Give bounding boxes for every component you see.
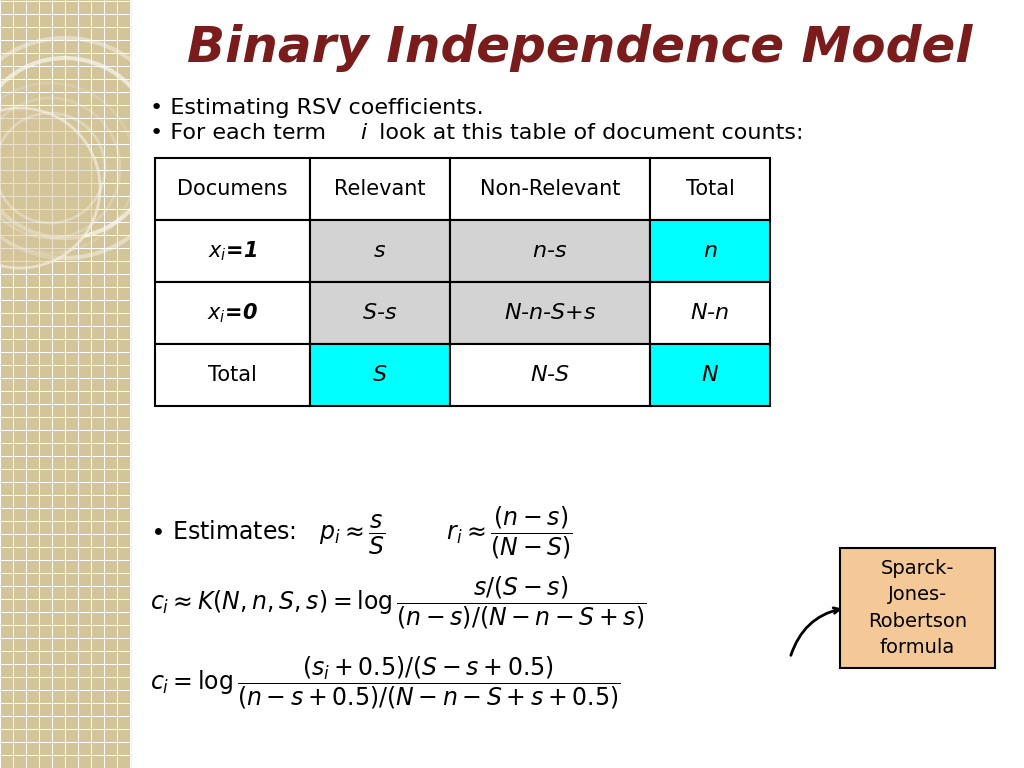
Text: $N$-$n$: $N$-$n$: [690, 303, 730, 323]
Text: Binary Independence Model: Binary Independence Model: [187, 24, 973, 72]
Bar: [310, 344, 450, 406]
Text: $S$-$s$: $S$-$s$: [362, 303, 397, 323]
Text: Documens: Documens: [177, 179, 288, 199]
Text: look at this table of document counts:: look at this table of document counts:: [372, 123, 804, 143]
Text: $S$: $S$: [373, 365, 388, 385]
Circle shape: [0, 108, 100, 268]
Bar: [155, 220, 310, 282]
Bar: [155, 158, 310, 220]
Text: Relevant: Relevant: [334, 179, 426, 199]
Text: $n$: $n$: [702, 241, 717, 261]
Bar: [650, 344, 770, 406]
Text: $N$: $N$: [701, 365, 719, 385]
Text: $N$-$n$-$S$+$s$: $N$-$n$-$S$+$s$: [504, 303, 596, 323]
Bar: [450, 344, 650, 406]
Text: $c_i = \log\dfrac{(s_i+0.5)/(S-s+0.5)}{(n-s+0.5)/(N-n-S+s+0.5)}$: $c_i = \log\dfrac{(s_i+0.5)/(S-s+0.5)}{(…: [150, 654, 621, 711]
Text: $c_i \approx K(N,n,S,s) = \log\dfrac{s/(S-s)}{(n-s)/(N-n-S+s)}$: $c_i \approx K(N,n,S,s) = \log\dfrac{s/(…: [150, 574, 646, 631]
Bar: [310, 282, 450, 344]
Text: • For each term: • For each term: [150, 123, 333, 143]
Text: • Estimating RSV coefficients.: • Estimating RSV coefficients.: [150, 98, 483, 118]
Bar: [450, 220, 650, 282]
Bar: [450, 158, 650, 220]
Text: Non-Relevant: Non-Relevant: [480, 179, 621, 199]
Bar: [840, 548, 995, 668]
Bar: [0, 0, 130, 768]
Text: $n$-$s$: $n$-$s$: [532, 241, 567, 261]
Bar: [310, 220, 450, 282]
Bar: [650, 158, 770, 220]
Text: Sparck-
Jones-
Robertson
formula: Sparck- Jones- Robertson formula: [868, 559, 967, 657]
Text: $\bullet$ Estimates:   $p_i \approx \dfrac{s}{S}$        $r_i \approx \dfrac{(n-: $\bullet$ Estimates: $p_i \approx \dfrac…: [150, 505, 572, 561]
Text: $s$: $s$: [374, 241, 387, 261]
Bar: [155, 282, 310, 344]
Bar: [310, 158, 450, 220]
Bar: [450, 282, 650, 344]
Bar: [155, 344, 310, 406]
Text: $N$-$S$: $N$-$S$: [530, 365, 570, 385]
Text: Total: Total: [685, 179, 734, 199]
Text: Total: Total: [208, 365, 257, 385]
Bar: [650, 282, 770, 344]
Text: $x_i$=1: $x_i$=1: [208, 239, 257, 263]
Bar: [650, 220, 770, 282]
Text: $x_i$=0: $x_i$=0: [207, 301, 258, 325]
Text: i: i: [360, 123, 367, 143]
